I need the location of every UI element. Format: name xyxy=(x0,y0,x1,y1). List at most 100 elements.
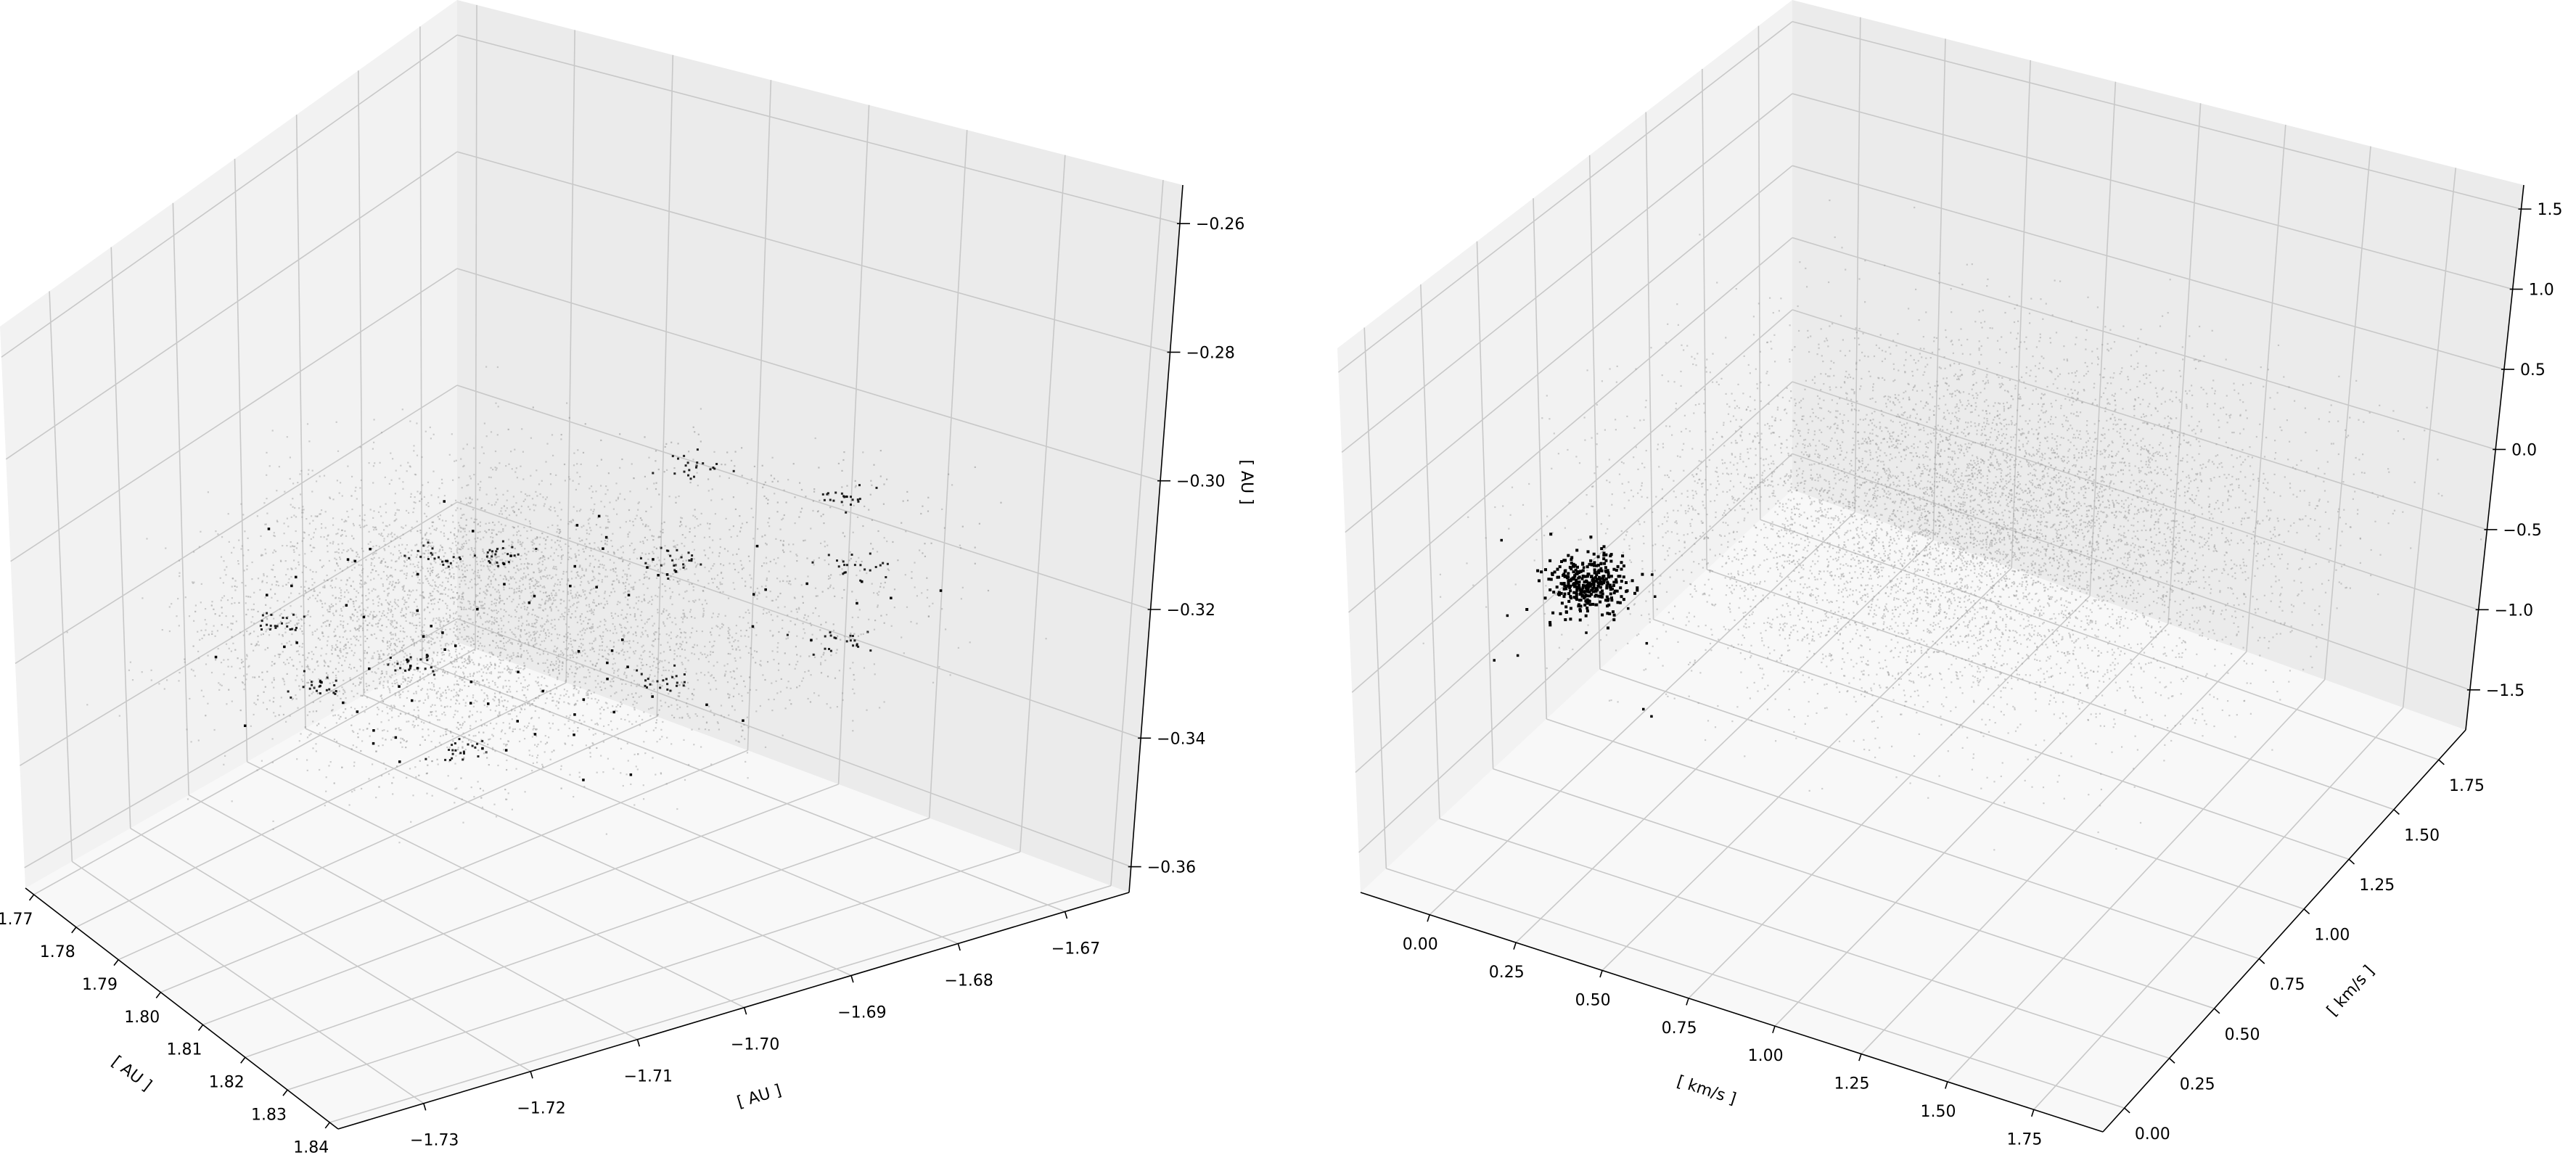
scatter-point-light xyxy=(530,475,532,477)
scatter-point-light xyxy=(628,567,630,570)
scatter-point-light xyxy=(592,647,594,650)
scatter-point-light xyxy=(439,623,441,625)
scatter-point-light xyxy=(367,543,369,545)
scatter-point-light xyxy=(289,477,291,480)
scatter-point-light xyxy=(482,649,484,652)
scatter-point-light xyxy=(598,548,601,550)
scatter-point-light xyxy=(762,674,764,676)
scatter-point-light xyxy=(442,549,444,551)
scatter-point-light xyxy=(192,581,194,583)
scatter-point-light xyxy=(292,498,294,500)
scatter-point-light xyxy=(432,686,435,688)
scatter-point-light xyxy=(434,704,436,706)
scatter-point-light xyxy=(684,568,686,571)
scatter-point-light xyxy=(457,529,459,531)
scatter-point-light xyxy=(554,506,556,509)
scatter-point-light xyxy=(332,541,335,543)
grid-lines xyxy=(1,4,1181,1123)
scatter-point-light xyxy=(454,586,456,588)
scatter-point-light xyxy=(364,525,366,527)
scatter-point-light xyxy=(330,603,332,605)
scatter-point-light xyxy=(628,591,631,593)
scatter-point-light xyxy=(574,525,576,527)
scatter-point-light xyxy=(341,529,343,531)
scatter-point-light xyxy=(453,578,455,580)
scatter-point-light xyxy=(548,599,550,601)
scatter-point-light xyxy=(524,498,526,501)
scatter-point-light xyxy=(795,663,797,666)
axes-panes xyxy=(0,0,1183,1129)
scatter-point-light xyxy=(602,567,604,569)
scatter-point-light xyxy=(583,620,585,623)
scatter-point-light xyxy=(335,578,337,580)
scatter-point-light xyxy=(431,595,433,597)
scatter-point-light xyxy=(332,498,335,501)
scatter-point-light xyxy=(474,683,476,685)
scatter-point-light xyxy=(272,828,274,830)
scatter-point-light xyxy=(536,735,538,737)
scatter-point-light xyxy=(492,575,494,578)
scatter-point-light xyxy=(421,649,423,651)
scatter-point-light xyxy=(335,603,337,605)
scatter-point-light xyxy=(554,583,557,585)
scatter-point-light xyxy=(306,657,309,659)
scatter-point-light xyxy=(607,653,610,655)
scatter-point-light xyxy=(558,654,560,656)
scatter-point-light xyxy=(519,728,521,731)
scatter-point-light xyxy=(381,624,383,626)
scatter-point-light xyxy=(393,654,395,656)
scatter-point-light xyxy=(494,697,496,699)
scatter-point-light xyxy=(492,536,494,538)
scatter-point-light xyxy=(521,428,523,430)
scatter-point-light xyxy=(493,569,496,571)
scatter-point-light xyxy=(423,678,425,681)
scatter-point-light xyxy=(447,538,449,541)
scatter-point-light xyxy=(443,535,446,537)
scatter-point-light xyxy=(503,586,505,588)
scatter-point-light xyxy=(497,715,499,718)
scatter-point-light xyxy=(358,630,360,632)
scatter-point-light xyxy=(458,615,460,617)
scatter-point-light xyxy=(607,724,610,726)
scatter-point-light xyxy=(446,620,448,623)
scatter-point-light xyxy=(506,507,508,509)
scatter-point-light xyxy=(128,669,130,671)
scatter-point-light xyxy=(186,728,188,731)
scatter-point-light xyxy=(324,621,327,623)
scatter-point-light xyxy=(509,596,511,598)
scatter-point-light xyxy=(684,779,686,781)
scatter-point-light xyxy=(745,760,747,763)
scatter-point-light xyxy=(702,615,704,617)
scatter-point-light xyxy=(572,730,574,732)
scatter-point-light xyxy=(495,620,497,623)
scatter-point-light xyxy=(689,609,692,611)
scatter-point-light xyxy=(430,637,432,639)
scatter-point-light xyxy=(375,797,377,799)
scatter-point-light xyxy=(610,540,612,542)
scatter-point-light xyxy=(550,608,552,610)
scatter-point-light xyxy=(462,592,464,595)
scatter-point-light xyxy=(459,525,461,527)
scatter-point-light xyxy=(310,538,312,540)
scatter-point-light xyxy=(591,609,593,612)
scatter-point-light xyxy=(824,541,826,543)
scatter-point-light xyxy=(483,723,485,726)
scatter-point-light xyxy=(337,597,340,599)
scatter-point-light xyxy=(499,596,501,599)
scatter-point-light xyxy=(523,662,525,664)
scatter-point-light xyxy=(522,451,524,453)
scatter-point-light xyxy=(467,484,469,486)
scatter-point-light xyxy=(499,575,501,577)
scatter-point-light xyxy=(461,623,463,625)
scatter-point-light xyxy=(423,596,425,599)
scatter-point-light xyxy=(562,572,565,575)
scatter-point-light xyxy=(264,596,266,599)
scatter-point-light xyxy=(536,682,538,684)
scatter-point-light xyxy=(620,631,623,633)
scatter-point-light xyxy=(585,598,587,600)
scatter-point-light xyxy=(321,647,323,649)
scatter-point-light xyxy=(684,615,686,617)
scatter-point-light xyxy=(392,633,394,636)
scatter-point-light xyxy=(412,673,414,676)
scatter-point-light xyxy=(387,545,390,548)
